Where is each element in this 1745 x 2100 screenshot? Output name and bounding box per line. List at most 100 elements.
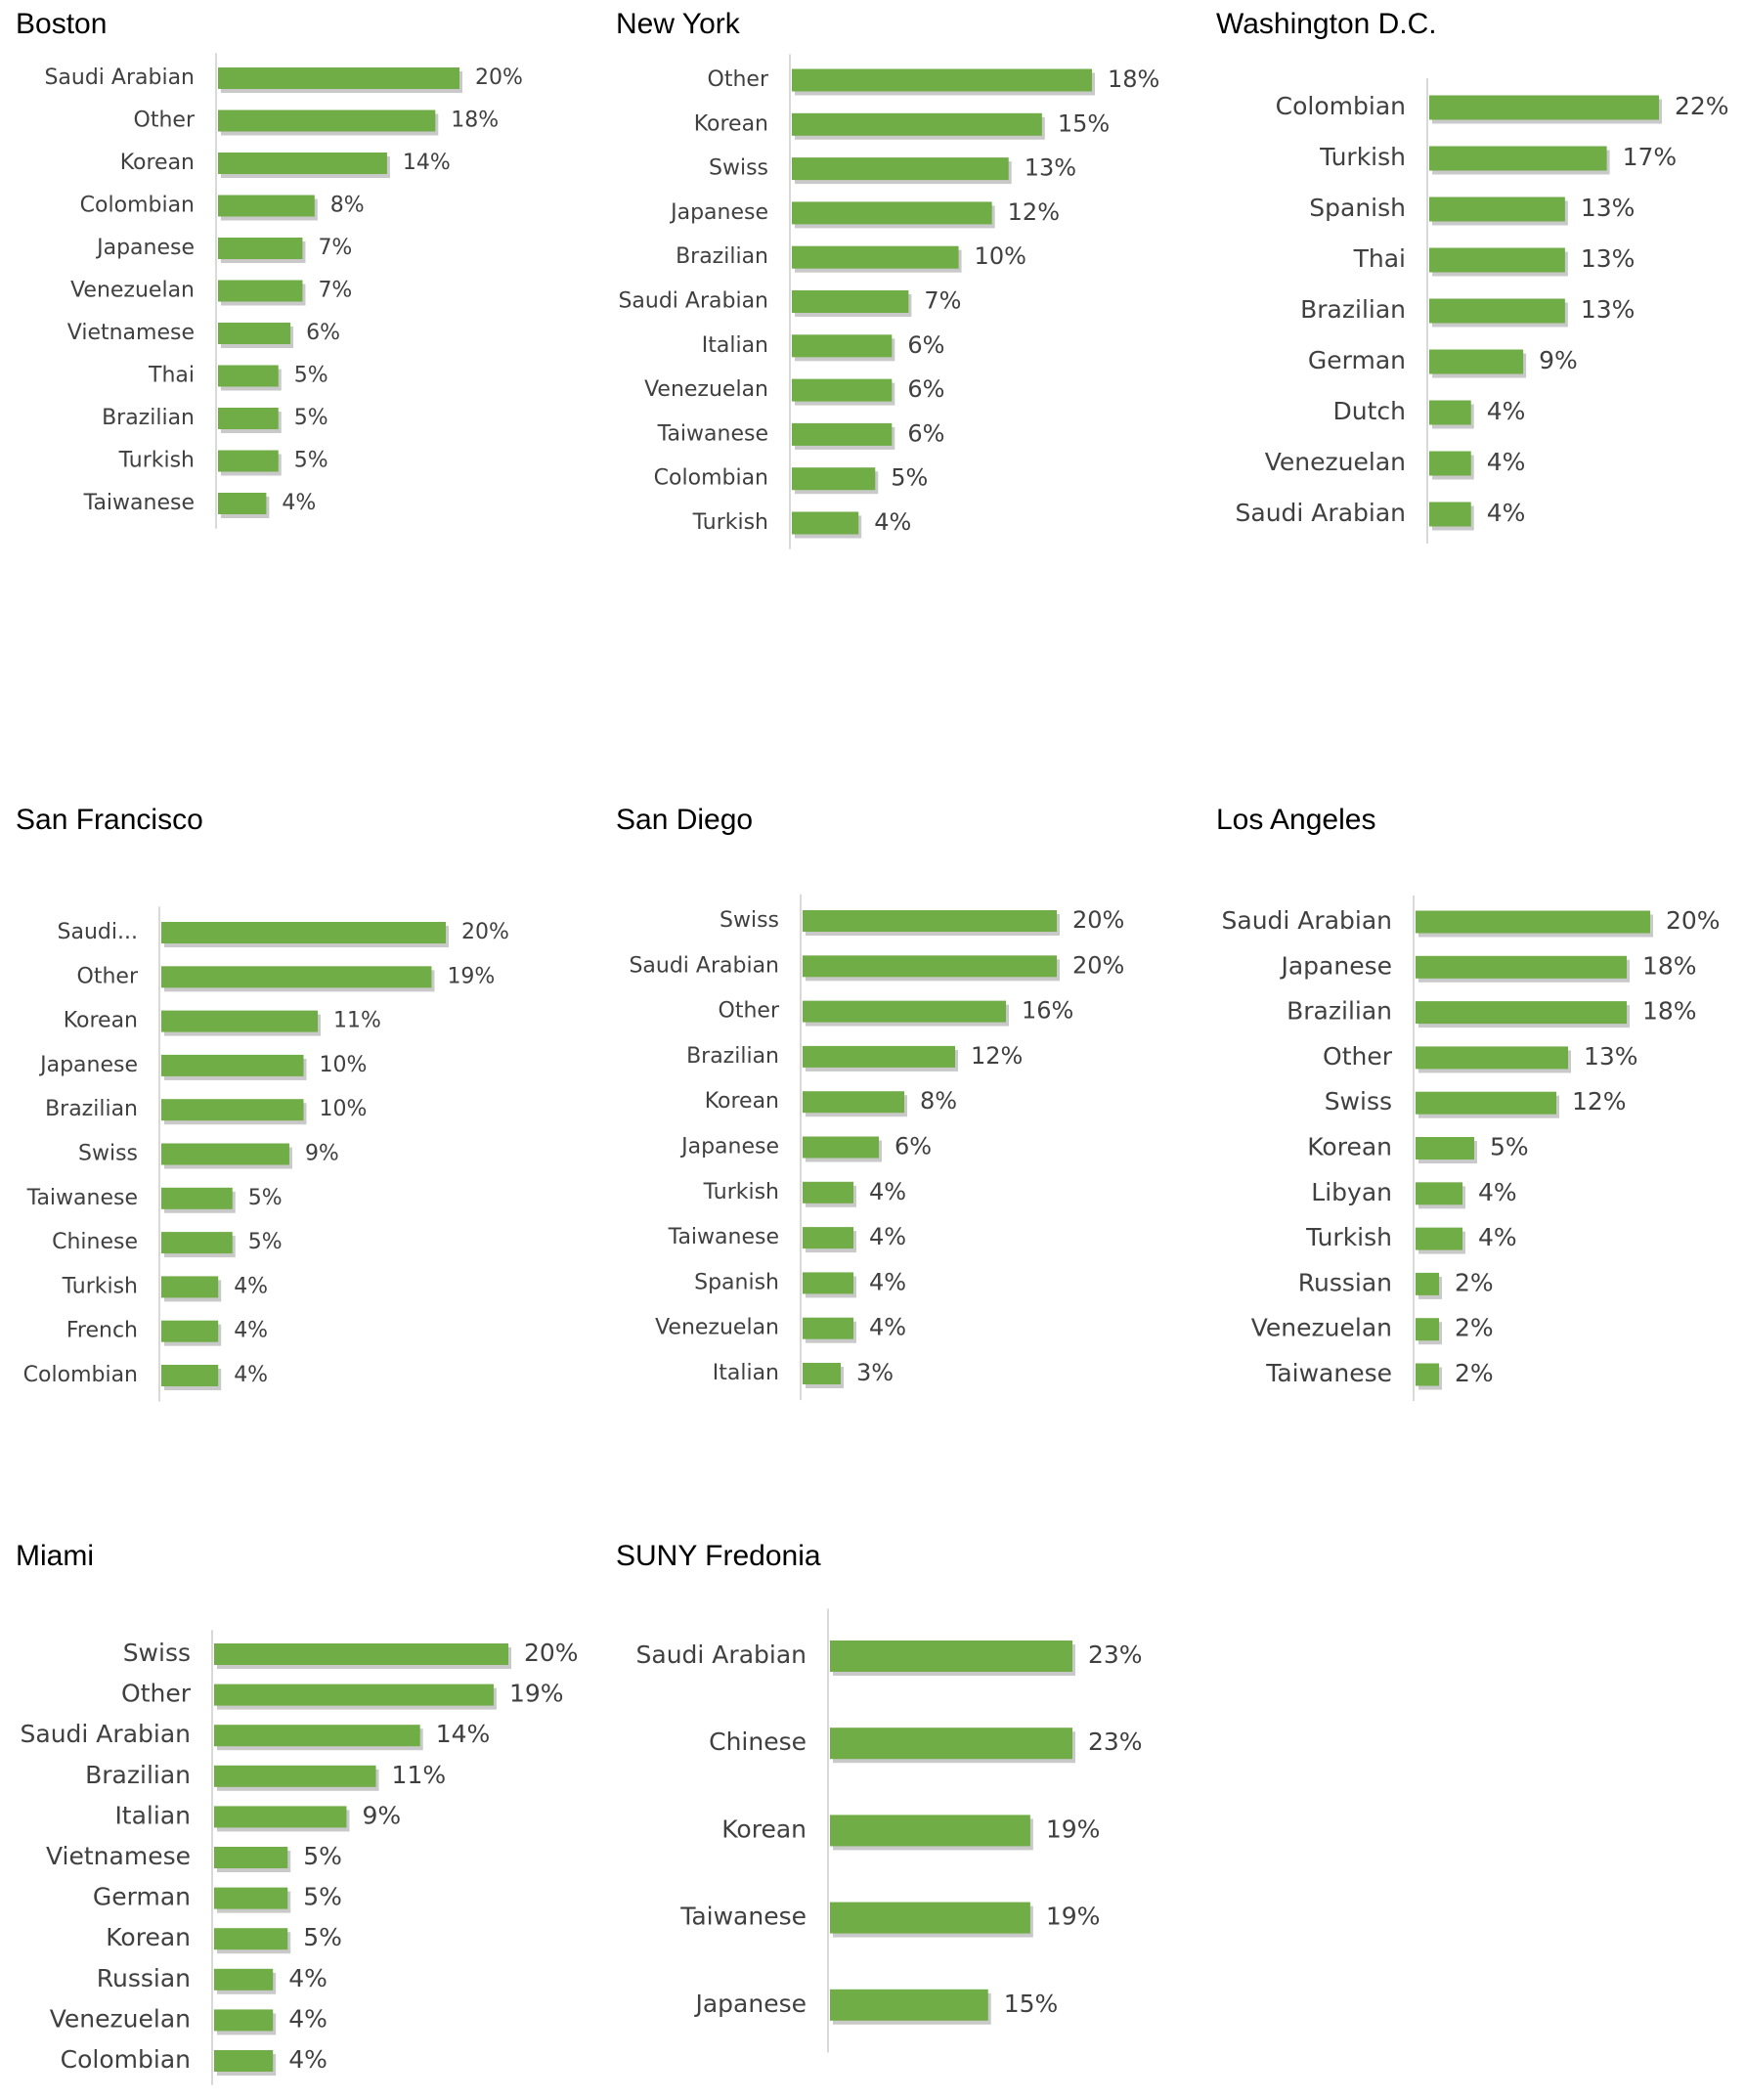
category-label: Vietnamese <box>67 321 195 345</box>
data-label: 4% <box>869 1178 906 1205</box>
chart-title: Los Angeles <box>1216 804 1376 836</box>
data-label: 7% <box>924 287 961 315</box>
bar <box>803 1272 853 1294</box>
category-label: Saudi Arabian <box>629 953 779 978</box>
data-label: 6% <box>907 375 944 403</box>
bar <box>1416 1182 1462 1205</box>
bar <box>218 67 459 89</box>
bar <box>218 450 279 472</box>
bar <box>218 408 279 429</box>
bar <box>1416 1091 1556 1115</box>
category-label: Saudi Arabian <box>21 1720 191 1748</box>
data-label: 11% <box>333 1009 381 1033</box>
data-label: 6% <box>894 1133 932 1160</box>
data-label: 4% <box>1487 397 1526 425</box>
category-label: Brazilian <box>686 1044 779 1069</box>
bar-chart-washington-dc: Colombian 22% Turkish 17% Spanish 13% Thai 13% B… <box>1236 78 1729 544</box>
data-label: 4% <box>288 2045 327 2074</box>
category-label: German <box>93 1883 191 1911</box>
category-label: Japanese <box>679 1135 779 1159</box>
data-label: 10% <box>320 1053 368 1077</box>
bar-chart-los-angeles: Saudi Arabian 20% Japanese 18% Brazilian 18% O… <box>1222 895 1721 1402</box>
bar <box>1429 349 1524 374</box>
bar <box>214 1684 494 1706</box>
category-label: Italian <box>702 333 768 358</box>
data-label: 12% <box>971 1042 1023 1070</box>
category-label: Venezuelan <box>644 377 768 402</box>
category-label: Venezuelan <box>1265 448 1406 476</box>
bar <box>1416 1001 1627 1025</box>
bar <box>803 1045 955 1068</box>
category-label: Brazilian <box>45 1097 138 1121</box>
category-label: Korean <box>1307 1133 1392 1161</box>
data-label: 18% <box>1108 66 1159 93</box>
data-label: 13% <box>1581 244 1636 273</box>
bar <box>218 365 279 387</box>
category-label: Brazilian <box>102 406 195 430</box>
category-label: Taiwanese <box>1265 1359 1392 1387</box>
bar <box>1416 910 1650 934</box>
category-label: Saudi Arabian <box>1222 906 1392 935</box>
data-label: 5% <box>1490 1133 1529 1161</box>
data-label: 11% <box>392 1761 447 1789</box>
chart-title: San Francisco <box>16 804 203 836</box>
bar <box>214 2009 274 2032</box>
data-label: 5% <box>303 1883 342 1911</box>
data-label: 4% <box>282 491 316 515</box>
category-label: Turkish <box>703 1180 779 1204</box>
chart-panel-washington-dc: Washington D.C. Colombian 22% Turkish 17% Sp… <box>1216 8 1734 555</box>
bar <box>830 1989 988 2021</box>
bar <box>161 1320 219 1342</box>
data-label: 4% <box>1478 1178 1517 1206</box>
category-label: Turkish <box>118 449 195 473</box>
category-label: Colombian <box>80 194 195 218</box>
category-label: Saudi... <box>58 920 138 944</box>
data-label: 4% <box>1478 1223 1517 1251</box>
bar <box>830 1902 1030 1934</box>
bar <box>214 1887 288 1909</box>
data-label: 4% <box>869 1314 906 1341</box>
category-label: Japanese <box>693 1990 807 2018</box>
bar-chart-suny-fredonia: Saudi Arabian 23% Chinese 23% Korean 19% Taiwa… <box>636 1608 1143 2053</box>
category-label: Brazilian <box>1300 295 1406 324</box>
category-label: Swiss <box>720 908 779 933</box>
data-label: 20% <box>524 1639 579 1667</box>
bar <box>161 1232 233 1254</box>
bar <box>803 955 1057 978</box>
chart-panel-miami: Miami Swiss 20% Other 19% Saudi Arabian 14% Br… <box>16 1540 592 2097</box>
data-label: 4% <box>869 1223 906 1250</box>
category-label: Chinese <box>709 1728 807 1756</box>
data-label: 4% <box>1487 499 1526 527</box>
bar <box>1416 1046 1568 1070</box>
data-label: 14% <box>403 151 451 175</box>
category-label: Taiwanese <box>83 491 195 515</box>
bar <box>214 1765 376 1787</box>
category-label: Korean <box>120 151 195 175</box>
bar <box>214 1643 508 1665</box>
data-label: 2% <box>1455 1268 1494 1296</box>
bar <box>792 334 893 358</box>
data-label: 18% <box>1642 997 1697 1026</box>
bar <box>161 1276 219 1298</box>
data-label: 13% <box>1584 1042 1638 1071</box>
category-label: Swiss <box>78 1142 138 1166</box>
bar <box>218 493 267 514</box>
bar <box>1429 247 1565 273</box>
data-label: 19% <box>447 964 495 988</box>
bar <box>161 1054 304 1076</box>
bar <box>161 1143 289 1165</box>
category-label: Taiwanese <box>668 1225 779 1249</box>
chart-panel-new-york: New York Other 18% Korean 15% Swiss 13% Japane… <box>616 8 1193 555</box>
bar <box>214 1928 288 1950</box>
category-label: French <box>66 1319 138 1343</box>
category-label: Venezuelan <box>655 1316 779 1340</box>
data-label: 10% <box>320 1097 368 1121</box>
bar-chart-boston: Saudi Arabian 20% Other 18% Korean 14% Colombi… <box>44 53 523 529</box>
data-label: 15% <box>1004 1990 1059 2018</box>
bar-chart-san-francisco: Saudi... 20% Other 19% Korean 11% Japanese 10% B… <box>23 906 509 1402</box>
bar <box>803 1181 853 1203</box>
category-label: Venezuelan <box>1251 1314 1392 1342</box>
data-label: 20% <box>475 66 523 90</box>
category-label: Saudi Arabian <box>1236 499 1406 527</box>
chart-panel-boston: Boston Saudi Arabian 20% Other 18% Korean 14%… <box>16 8 592 536</box>
